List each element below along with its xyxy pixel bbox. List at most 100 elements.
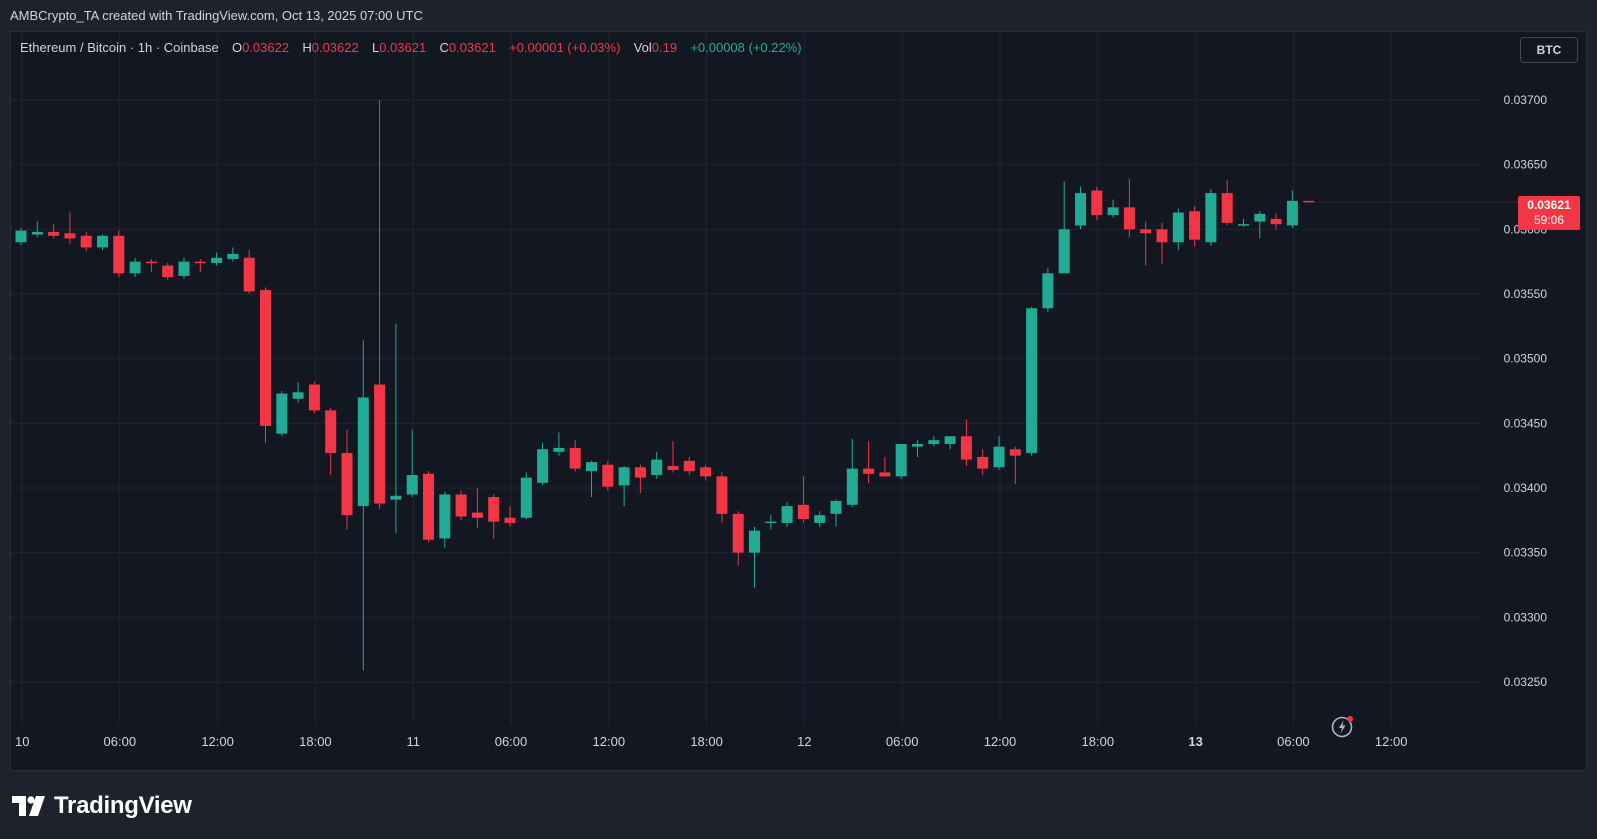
candle[interactable] (586, 460, 597, 498)
candle-body (618, 467, 630, 486)
currency-button[interactable]: BTC (1520, 37, 1578, 63)
candle[interactable] (732, 511, 744, 566)
candle[interactable] (814, 511, 826, 527)
candle[interactable] (455, 490, 467, 521)
candle-body (1270, 218, 1282, 225)
candle[interactable] (765, 515, 777, 530)
candle[interactable] (1091, 186, 1103, 221)
chart-credit: AMBCrypto_TA created with TradingView.co… (10, 8, 423, 23)
candle[interactable] (276, 391, 288, 437)
candle[interactable] (1107, 199, 1119, 218)
candle[interactable] (471, 488, 483, 529)
candle[interactable] (960, 419, 972, 467)
tradingview-logo[interactable]: TradingView (12, 792, 192, 820)
candle[interactable] (227, 247, 239, 262)
chart-grid (11, 32, 1480, 725)
candle[interactable] (292, 381, 304, 403)
chart-frame[interactable] (10, 31, 1587, 771)
candle[interactable] (308, 381, 320, 413)
candle[interactable] (928, 436, 940, 447)
lightning-icon[interactable] (1331, 714, 1355, 743)
candle[interactable] (48, 224, 60, 239)
candle[interactable] (1156, 222, 1168, 265)
candle[interactable] (700, 464, 712, 481)
volume-value: 0.19 (651, 40, 678, 55)
candle[interactable] (1303, 200, 1315, 203)
candle-body (569, 447, 581, 469)
candle[interactable] (683, 456, 695, 476)
candle[interactable] (260, 287, 271, 443)
candle[interactable] (178, 257, 190, 279)
candle-body (471, 512, 483, 518)
candle[interactable] (944, 436, 956, 450)
candle[interactable] (830, 499, 842, 527)
candle[interactable] (797, 476, 809, 523)
candle[interactable] (520, 472, 532, 520)
candle[interactable] (1238, 218, 1249, 227)
candle[interactable] (537, 442, 549, 486)
candle[interactable] (879, 456, 891, 477)
candle[interactable] (634, 464, 646, 494)
candle[interactable] (1042, 268, 1054, 313)
candle[interactable] (651, 451, 663, 479)
candle[interactable] (374, 100, 386, 509)
candle[interactable] (1058, 181, 1070, 274)
candle[interactable] (162, 262, 174, 280)
candle[interactable] (211, 252, 223, 266)
candle[interactable] (341, 429, 353, 530)
x-tick-label: 12:00 (201, 734, 234, 749)
candle[interactable] (749, 526, 760, 588)
candle[interactable] (1075, 186, 1086, 230)
candle[interactable] (863, 441, 875, 483)
candle[interactable] (439, 491, 451, 548)
candle[interactable] (31, 221, 43, 238)
candle[interactable] (716, 472, 728, 523)
candle[interactable] (423, 471, 434, 543)
candle[interactable] (504, 506, 516, 527)
candle[interactable] (1270, 213, 1282, 230)
candle[interactable] (243, 250, 255, 294)
x-tick-label: 06:00 (495, 734, 528, 749)
candle[interactable] (145, 259, 157, 273)
candle[interactable] (64, 212, 76, 244)
candle[interactable] (912, 440, 923, 457)
candle[interactable] (1026, 306, 1038, 456)
candle[interactable] (1009, 446, 1021, 485)
candle[interactable] (97, 234, 108, 251)
candle[interactable] (1205, 189, 1217, 247)
candle[interactable] (1221, 180, 1233, 226)
candle[interactable] (325, 407, 337, 476)
candle[interactable] (357, 340, 369, 671)
candle[interactable] (1189, 206, 1201, 247)
candle[interactable] (846, 438, 858, 508)
candle[interactable] (80, 231, 92, 252)
candle[interactable] (1123, 178, 1135, 238)
x-tick-label: 06:00 (886, 734, 919, 749)
symbol-title[interactable]: Ethereum / Bitcoin · 1h · Coinbase (20, 40, 219, 55)
candle[interactable] (895, 444, 907, 479)
candle[interactable] (781, 502, 793, 527)
candle[interactable] (993, 436, 1005, 470)
candle[interactable] (602, 460, 614, 491)
candle[interactable] (194, 259, 206, 273)
candle-body (749, 530, 760, 553)
candle[interactable] (1140, 221, 1152, 266)
candle[interactable] (406, 429, 418, 498)
candle[interactable] (113, 230, 125, 278)
x-tick-label: 06:00 (1277, 734, 1310, 749)
candle[interactable] (1286, 190, 1298, 229)
candle[interactable] (667, 441, 679, 473)
candle[interactable] (977, 449, 989, 476)
candle[interactable] (553, 432, 565, 456)
candle[interactable] (129, 257, 141, 278)
candle[interactable] (618, 466, 630, 507)
candle[interactable] (569, 440, 581, 472)
x-tick-label: 12 (797, 734, 811, 749)
candle[interactable] (488, 494, 500, 539)
candle-body (553, 447, 565, 452)
candle[interactable] (1172, 208, 1184, 251)
candle[interactable] (15, 228, 27, 245)
candle[interactable] (1254, 211, 1266, 239)
candle[interactable] (390, 323, 402, 534)
